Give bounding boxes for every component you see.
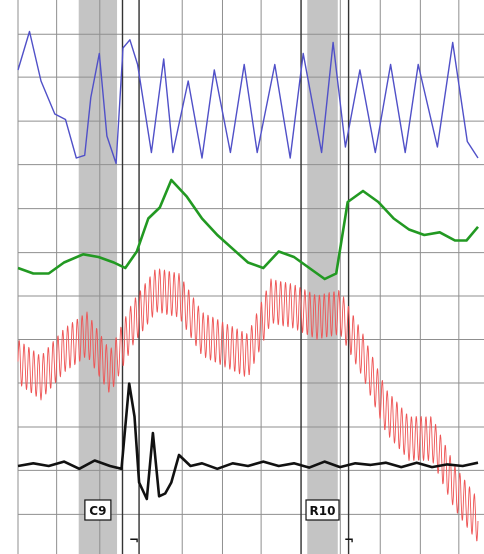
- trace-1: [17, 30, 479, 165]
- band-label-box-1: [84, 499, 112, 521]
- band-label-1: C9: [89, 504, 106, 518]
- event-marker-1: ¬: [129, 533, 139, 547]
- trace-3: [17, 268, 479, 542]
- event-marker-2: ¬: [344, 533, 354, 547]
- band-labels: C9 R10 ¬ ¬: [84, 499, 354, 547]
- chart-series: [17, 30, 479, 542]
- band-label-2: R10: [310, 504, 336, 518]
- trace-4: [17, 382, 479, 501]
- band-label-box-2: [305, 499, 340, 521]
- trace-2: [17, 178, 479, 281]
